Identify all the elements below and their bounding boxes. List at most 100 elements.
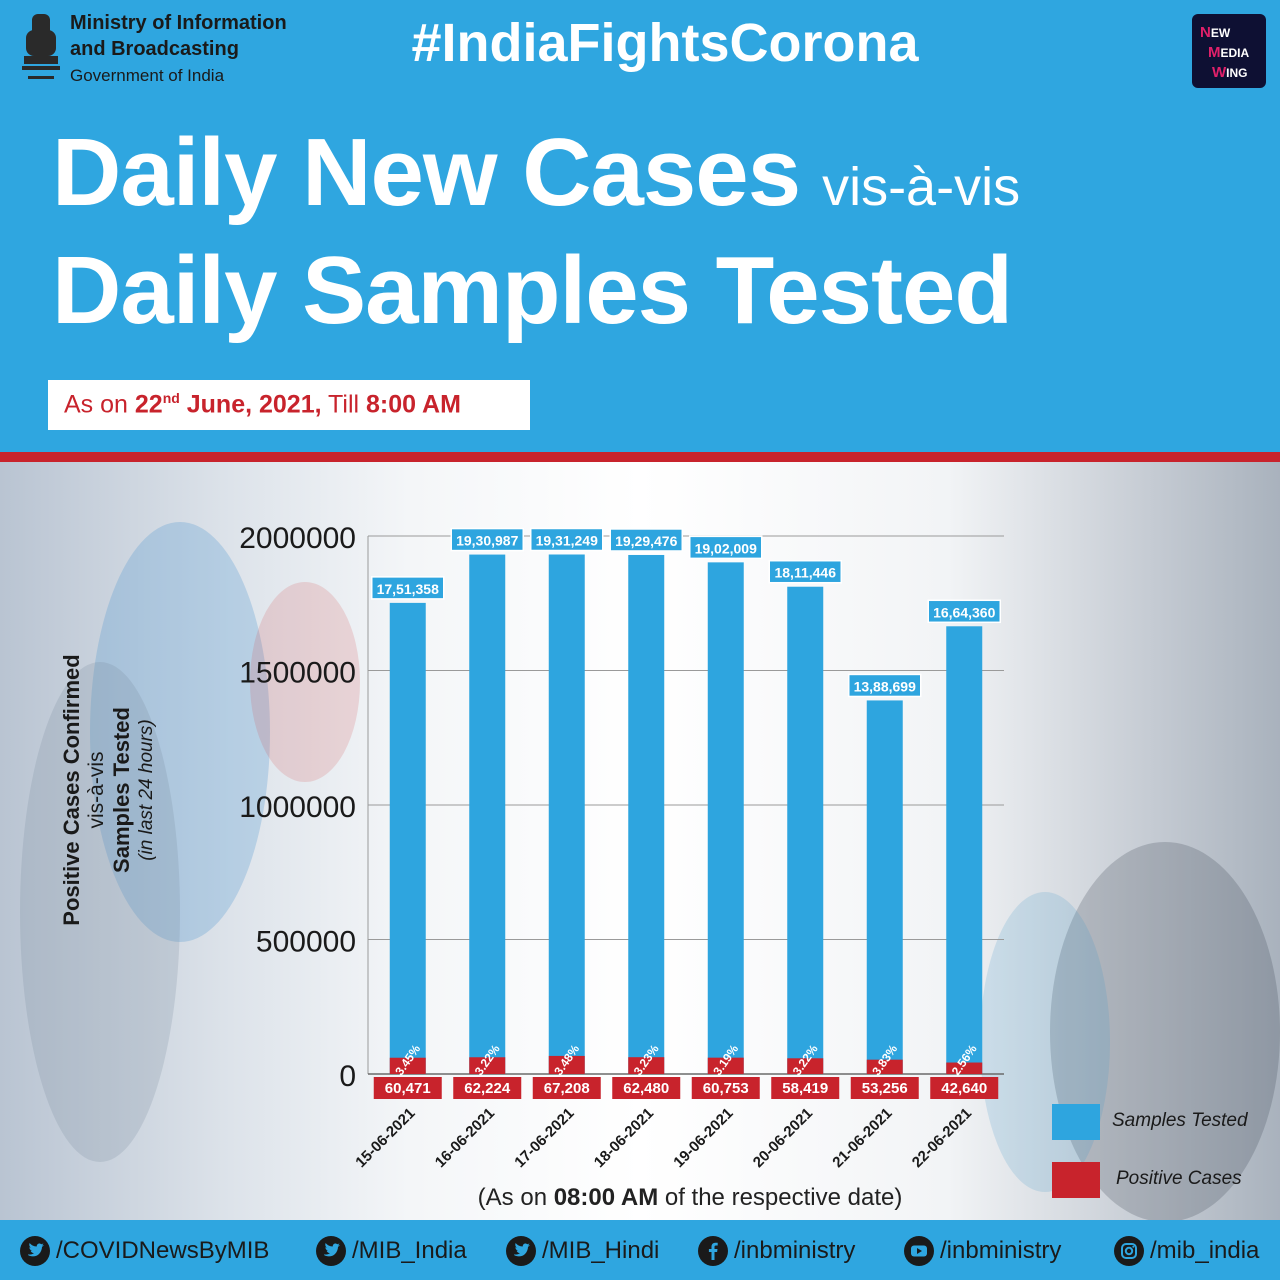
as-on-suffix: nd bbox=[162, 390, 180, 406]
positive-value-label: 62,480 bbox=[623, 1080, 669, 1097]
positive-label-box bbox=[771, 1077, 840, 1099]
ylabel-line2: vis-à-vis bbox=[85, 751, 108, 829]
photo-shape bbox=[20, 662, 180, 1162]
ylabel-line4: (in last 24 hours) bbox=[136, 719, 157, 861]
as-on-date: June, 2021, bbox=[179, 390, 322, 419]
ministry-name-line1: Ministry of Information bbox=[70, 12, 287, 34]
footnote-prefix: (As on bbox=[477, 1184, 554, 1211]
as-on-prefix: As on bbox=[64, 390, 135, 419]
positive-label-box bbox=[373, 1077, 442, 1099]
samples-value-label: 18,11,446 bbox=[774, 565, 836, 581]
new-media-wing-logo: NEW MEDIA WING bbox=[1192, 14, 1266, 88]
positive-value-label: 60,471 bbox=[385, 1080, 431, 1097]
twitter-icon bbox=[506, 1236, 536, 1266]
samples-label-box bbox=[371, 576, 445, 600]
samples-label-box bbox=[927, 599, 1001, 624]
title-daily-new-cases: Daily New Cases bbox=[52, 119, 801, 226]
y-tick-label: 0 bbox=[339, 1060, 356, 1093]
positive-label-box bbox=[532, 1077, 601, 1099]
as-on-date-box: As on 22nd June, 2021, Till 8:00 AM bbox=[48, 380, 530, 430]
social-handle: /mib_india bbox=[1150, 1237, 1260, 1264]
ministry-name-line2: and Broadcasting bbox=[70, 38, 239, 60]
positive-label-box bbox=[612, 1077, 681, 1099]
bar-samples-tested bbox=[469, 554, 506, 1074]
youtube-icon bbox=[904, 1236, 934, 1266]
bar-positive-cases bbox=[707, 1057, 744, 1074]
x-tick-label: 15-06-2021 bbox=[352, 1105, 418, 1171]
y-tick-label: 500000 bbox=[256, 926, 356, 959]
facebook-icon bbox=[698, 1236, 728, 1266]
samples-value-label: 19,31,249 bbox=[536, 532, 598, 548]
social-handle: /COVIDNewsByMIB bbox=[56, 1237, 270, 1264]
positive-value-label: 42,640 bbox=[941, 1080, 987, 1097]
x-tick-label: 16-06-2021 bbox=[432, 1105, 498, 1171]
chart-legend: Samples Tested Positive Cases bbox=[1052, 1104, 1272, 1200]
bar-positive-cases bbox=[628, 1057, 665, 1074]
positive-label-box bbox=[850, 1077, 919, 1099]
as-on-till: Till bbox=[321, 390, 366, 419]
footnote-suffix: of the respective date) bbox=[658, 1184, 903, 1211]
chart-footnote: (As on 08:00 AM of the respective date) bbox=[380, 1184, 1000, 1212]
instagram-icon bbox=[1114, 1236, 1144, 1266]
samples-value-label: 19,29,476 bbox=[615, 533, 677, 549]
social-handle: /inbministry bbox=[734, 1237, 856, 1264]
x-tick-label: 17-06-2021 bbox=[511, 1105, 577, 1171]
bar-samples-tested bbox=[548, 554, 585, 1074]
legend-label-positive: Positive Cases bbox=[1116, 1168, 1242, 1189]
legend-label-samples: Samples Tested bbox=[1112, 1110, 1248, 1131]
photo-shape bbox=[90, 522, 270, 942]
bar-samples-tested bbox=[389, 602, 426, 1074]
social-handle: /MIB_Hindi bbox=[542, 1237, 660, 1264]
hashtag-title: #IndiaFightsCorona bbox=[411, 13, 919, 73]
twitter-icon bbox=[316, 1236, 346, 1266]
ministry-logo: Ministry of Information and Broadcasting… bbox=[16, 8, 316, 92]
divider-line bbox=[0, 452, 1280, 462]
y-tick-label: 1000000 bbox=[239, 791, 356, 824]
footnote-time: 08:00 AM bbox=[553, 1184, 659, 1211]
x-tick-label: 22-06-2021 bbox=[909, 1105, 975, 1171]
as-on-time: 8:00 AM bbox=[366, 390, 461, 419]
bar-samples-tested bbox=[946, 626, 983, 1074]
positive-label-box bbox=[691, 1077, 760, 1099]
positive-value-label: 67,208 bbox=[544, 1080, 590, 1097]
main-title-line1: Daily New Cases vis-à-vis bbox=[52, 118, 1020, 228]
samples-value-label: 19,02,009 bbox=[695, 540, 757, 556]
positive-value-label: 58,419 bbox=[782, 1080, 828, 1097]
legend-swatch-positive bbox=[1052, 1162, 1100, 1198]
x-tick-label: 21-06-2021 bbox=[829, 1105, 895, 1171]
badge-line1: NEW bbox=[1200, 24, 1231, 41]
bar-positive-cases bbox=[389, 1057, 426, 1074]
photo-shape bbox=[1050, 842, 1280, 1222]
main-title-line2: Daily Samples Tested bbox=[52, 237, 1013, 344]
positive-label-box bbox=[453, 1077, 522, 1099]
as-on-day: 22 bbox=[134, 390, 163, 419]
bar-positive-cases bbox=[787, 1058, 824, 1074]
samples-label-box bbox=[768, 559, 842, 584]
y-tick-label: 1500000 bbox=[239, 657, 356, 690]
x-tick-label: 18-06-2021 bbox=[591, 1105, 657, 1171]
bar-positive-cases bbox=[548, 1055, 585, 1074]
ylabel-line1: Positive Cases Confirmed bbox=[59, 654, 84, 926]
ylabel-line3: Samples Tested bbox=[109, 707, 134, 873]
bar-chart: 0 500000 1000000 1500000 2000000 17,51,358 60,… bbox=[239, 522, 1004, 1171]
bar-positive-cases bbox=[469, 1057, 506, 1074]
bar-samples-tested bbox=[628, 554, 665, 1074]
samples-value-label: 19,30,987 bbox=[456, 533, 518, 549]
social-handle: /inbministry bbox=[940, 1237, 1062, 1264]
government-label: Government of India bbox=[70, 66, 225, 85]
samples-value-label: 17,51,358 bbox=[377, 581, 439, 597]
photo-shape bbox=[250, 582, 360, 782]
y-tick-label: 2000000 bbox=[239, 522, 356, 555]
header-banner bbox=[0, 0, 1280, 452]
state-emblem-icon bbox=[22, 14, 60, 79]
bar-samples-tested bbox=[866, 700, 903, 1074]
badge-line3: WING bbox=[1212, 64, 1248, 81]
x-tick-label: 20-06-2021 bbox=[750, 1105, 816, 1171]
positive-value-label: 62,224 bbox=[464, 1080, 511, 1097]
samples-label-box bbox=[609, 528, 683, 552]
positive-label-box bbox=[930, 1077, 999, 1099]
bar-positive-cases bbox=[866, 1059, 903, 1074]
social-footer: /COVIDNewsByMIB /MIB_India /MIB_Hindi /i… bbox=[0, 1220, 1280, 1280]
bar-positive-cases bbox=[946, 1062, 983, 1074]
photo-shape bbox=[980, 892, 1110, 1192]
